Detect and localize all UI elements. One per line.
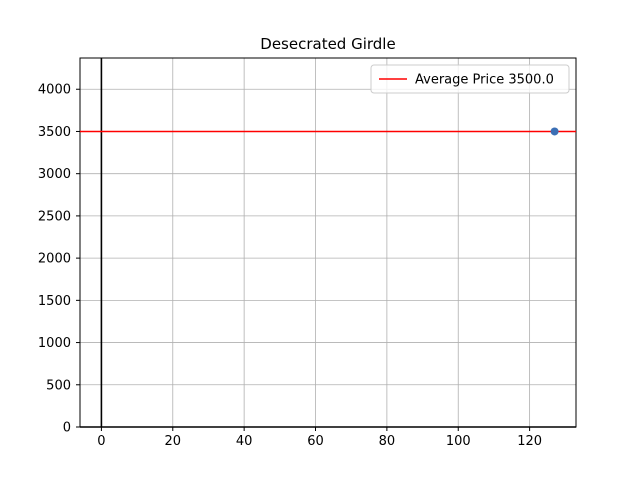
plot-area [80,58,576,428]
y-tick-label: 3500 [38,125,71,140]
x-tick-label: 20 [165,434,182,449]
x-tick-label: 100 [446,434,471,449]
x-tick-label: 60 [307,434,324,449]
y-tick-label: 2500 [38,209,71,224]
x-tick-label: 80 [379,434,396,449]
x-tick-label: 0 [97,434,105,449]
y-tick-label: 1000 [38,336,71,351]
legend-label: Average Price 3500.0 [415,73,554,88]
y-tick-label: 4000 [38,83,71,98]
legend-box [370,64,570,94]
y-tick-label: 2000 [38,252,71,267]
legend: Average Price 3500.0 [370,64,570,94]
y-tick-label: 0 [63,421,71,436]
y-tick-label: 3000 [38,167,71,182]
chart-title: Desecrated Girdle [260,35,395,53]
data-point [550,127,559,136]
y-tick-label: 1500 [38,294,71,309]
x-tick-label: 120 [517,434,542,449]
y-tick-label: 500 [46,378,71,393]
x-tick-label: 40 [236,434,253,449]
